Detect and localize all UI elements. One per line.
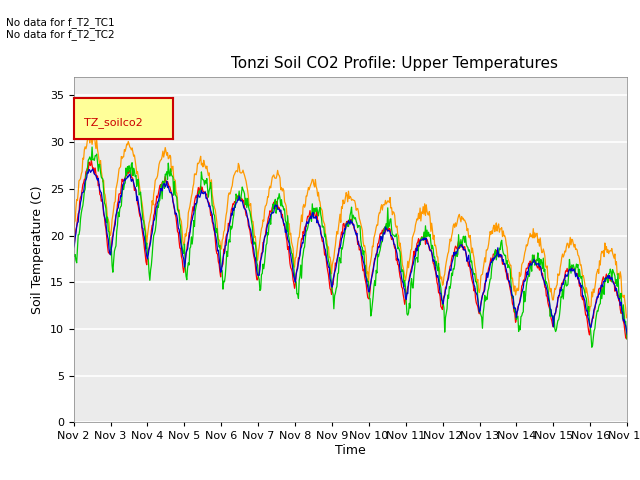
Open -4cm [419, 235, 426, 240]
Open -2cm [419, 235, 426, 241]
Line: Open -2cm: Open -2cm [74, 160, 627, 339]
Line: Tree -4cm: Tree -4cm [74, 169, 627, 335]
Tree -2cm [194, 160, 202, 166]
Open -2cm [194, 190, 202, 195]
Open -4cm [588, 345, 596, 350]
X-axis label: Time: Time [335, 444, 366, 457]
Line: Tree -2cm: Tree -2cm [74, 133, 627, 318]
Tree -4cm [623, 332, 631, 337]
Title: Tonzi Soil CO2 Profile: Upper Temperatures: Tonzi Soil CO2 Profile: Upper Temperatur… [231, 57, 558, 72]
Tree -4cm [70, 245, 77, 251]
Open -4cm [435, 261, 442, 266]
Tree -2cm [435, 264, 442, 270]
Tree -4cm [89, 166, 97, 172]
Tree -4cm [80, 189, 88, 195]
Open -2cm [223, 231, 230, 237]
Text: No data for f_T2_TC2: No data for f_T2_TC2 [6, 29, 115, 40]
Tree -2cm [623, 315, 630, 321]
Open -2cm [623, 336, 630, 342]
Open -2cm [435, 290, 442, 296]
Open -4cm [88, 144, 96, 150]
Tree -4cm [194, 192, 202, 198]
Open -4cm [80, 196, 88, 202]
Open -2cm [623, 328, 631, 334]
Tree -2cm [623, 312, 631, 318]
Open -4cm [138, 201, 145, 206]
Tree -4cm [138, 216, 145, 222]
Tree -4cm [223, 235, 230, 241]
Tree -4cm [435, 277, 442, 283]
Open -4cm [623, 336, 631, 342]
Tree -2cm [138, 196, 145, 202]
Y-axis label: Soil Temperature (C): Soil Temperature (C) [31, 185, 44, 314]
Tree -2cm [70, 230, 77, 236]
Line: Open -4cm: Open -4cm [74, 147, 627, 348]
Open -4cm [223, 249, 230, 254]
Text: No data for f_T2_TC1: No data for f_T2_TC1 [6, 17, 115, 28]
Tree -2cm [419, 211, 426, 216]
Open -4cm [194, 195, 202, 201]
Open -2cm [80, 180, 88, 186]
Open -2cm [70, 241, 77, 247]
Tree -2cm [90, 131, 98, 136]
Tree -2cm [80, 156, 88, 162]
Open -4cm [70, 252, 77, 257]
Open -2cm [88, 157, 95, 163]
Tree -2cm [223, 208, 230, 214]
Tree -4cm [419, 236, 426, 242]
Open -2cm [138, 219, 145, 225]
